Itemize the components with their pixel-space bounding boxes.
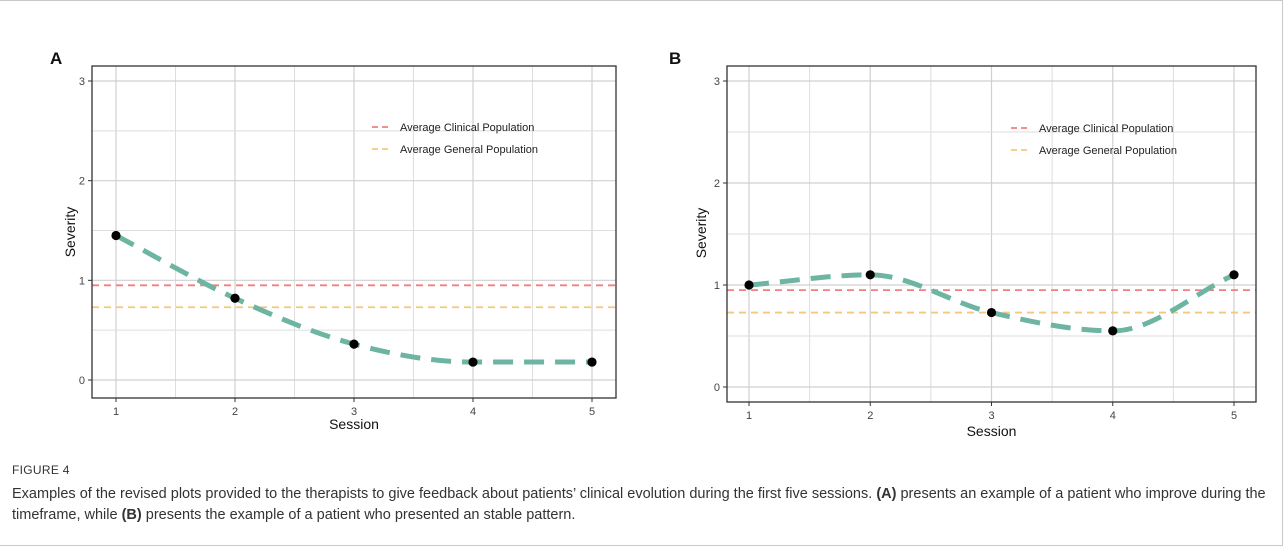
x-axis-title-b: Session	[967, 423, 1017, 439]
x-tick-label-a: 5	[589, 406, 595, 418]
grid-a	[92, 66, 616, 398]
legend-label-general: Average General Population	[400, 144, 538, 156]
x-tick-label-b: 5	[1231, 410, 1237, 422]
y-tick-label-b: 1	[714, 280, 720, 292]
y-tick-label-a: 1	[79, 275, 85, 287]
y-axis-title-b: Severity	[693, 208, 709, 259]
panel-label-b: B	[669, 49, 681, 68]
x-tick-label-b: 1	[746, 410, 752, 422]
caption-ref-a: (A)	[876, 486, 897, 502]
data-point-b-2	[865, 270, 875, 280]
data-point-b-5	[1229, 270, 1239, 280]
data-point-a-3	[349, 339, 359, 349]
caption-text-3: presents the example of a patient who pr…	[141, 507, 576, 523]
data-point-b-3	[986, 307, 997, 318]
x-tick-label-a: 3	[351, 406, 357, 418]
legend-b: Average Clinical Population Average Gener…	[1011, 123, 1177, 157]
data-point-a-5	[587, 357, 597, 367]
figure-caption: Examples of the revised plots provided t…	[12, 484, 1267, 526]
legend-a: Average Clinical Population Average Gener…	[372, 122, 538, 156]
caption-ref-b: (B)	[121, 507, 142, 523]
y-tick-label-a: 3	[79, 76, 85, 88]
legend-label-clinical: Average Clinical Population	[1039, 123, 1173, 135]
legend-label-clinical: Average Clinical Population	[400, 122, 534, 134]
x-tick-label-a: 4	[470, 406, 476, 418]
panel-label-a: A	[50, 49, 62, 68]
x-tick-label-b: 4	[1110, 410, 1116, 422]
x-tick-label-b: 3	[988, 410, 994, 422]
x-tick-label-b: 2	[867, 410, 873, 422]
grid-b	[727, 66, 1256, 402]
caption-text-2: presents an example of a patient who imp…	[12, 486, 1266, 523]
y-tick-label-b: 2	[714, 178, 720, 190]
data-point-b-4	[1108, 326, 1118, 336]
legend-label-general: Average General Population	[1039, 145, 1177, 157]
data-point-b-1	[744, 280, 754, 290]
y-tick-label-a: 2	[79, 176, 85, 188]
y-tick-label-b: 0	[714, 382, 720, 394]
x-axis-title-a: Session	[329, 416, 379, 432]
caption-text-1: Examples of the revised plots provided t…	[12, 486, 877, 502]
data-point-a-2	[230, 293, 240, 303]
y-tick-label-a: 0	[79, 375, 85, 387]
data-point-a-1	[111, 230, 121, 241]
x-tick-label-a: 2	[232, 406, 238, 418]
data-point-a-4	[468, 357, 478, 367]
figure-label: FIGURE 4	[12, 463, 70, 477]
y-axis-title-a: Severity	[62, 207, 78, 258]
y-tick-label-b: 3	[714, 76, 720, 88]
x-tick-label-a: 1	[113, 406, 119, 418]
